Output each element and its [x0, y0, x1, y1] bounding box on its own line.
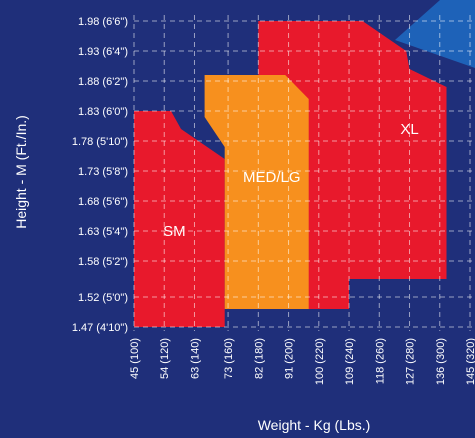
x-tick-label: 100 (220) — [314, 338, 326, 385]
region-sm — [134, 111, 225, 327]
x-tick-label: 145 (320) — [465, 338, 475, 385]
region-label: MED/LG — [243, 169, 301, 186]
y-tick-label: 1.47 (4'10") — [72, 322, 128, 334]
x-tick-label: 73 (160) — [223, 338, 235, 379]
y-tick-label: 1.88 (6'2") — [78, 76, 128, 88]
x-tick-label: 136 (300) — [435, 338, 447, 385]
background-layer — [395, 0, 475, 68]
y-tick-label: 1.63 (5'4") — [78, 226, 128, 238]
region-label: XL — [400, 121, 418, 138]
y-tick-label: 1.68 (5'6") — [78, 196, 128, 208]
region-med-lg — [204, 75, 309, 309]
x-axis-title: Weight - Kg (Lbs.) — [258, 417, 371, 433]
x-tick-label: 127 (280) — [405, 338, 417, 385]
region-labels: XL SM MED/LG — [163, 121, 419, 240]
y-tick-label: 1.73 (5'8") — [78, 166, 128, 178]
y-tick-label: 1.83 (6'0") — [78, 106, 128, 118]
corner-decoration — [395, 0, 475, 68]
y-tick-labels: 1.98 (6'6") 1.93 (6'4") 1.88 (6'2") 1.83 (6… — [72, 16, 128, 334]
y-tick-label: 1.98 (6'6") — [78, 16, 128, 28]
y-tick-label: 1.93 (6'4") — [78, 46, 128, 58]
y-tick-label: 1.58 (5'2") — [78, 256, 128, 268]
size-regions — [134, 21, 447, 327]
region-label: SM — [163, 223, 186, 240]
grid-lines — [133, 15, 475, 331]
y-axis-title: Height - M (Ft./In.) — [13, 115, 29, 229]
x-tick-label: 54 (120) — [159, 338, 171, 379]
x-tick-label: 118 (260) — [374, 338, 386, 384]
x-tick-label: 91 (200) — [284, 338, 296, 379]
x-tick-label: 109 (240) — [344, 338, 356, 385]
y-tick-label: 1.78 (5'10") — [72, 136, 128, 148]
x-tick-label: 45 (100) — [129, 338, 141, 379]
x-tick-label: 82 (180) — [253, 338, 265, 379]
x-tick-label: 63 (140) — [189, 338, 201, 379]
y-tick-label: 1.52 (5'0") — [78, 292, 128, 304]
x-tick-labels: 45 (100) 54 (120) 63 (140) 73 (160) 82 (180)… — [129, 338, 475, 385]
